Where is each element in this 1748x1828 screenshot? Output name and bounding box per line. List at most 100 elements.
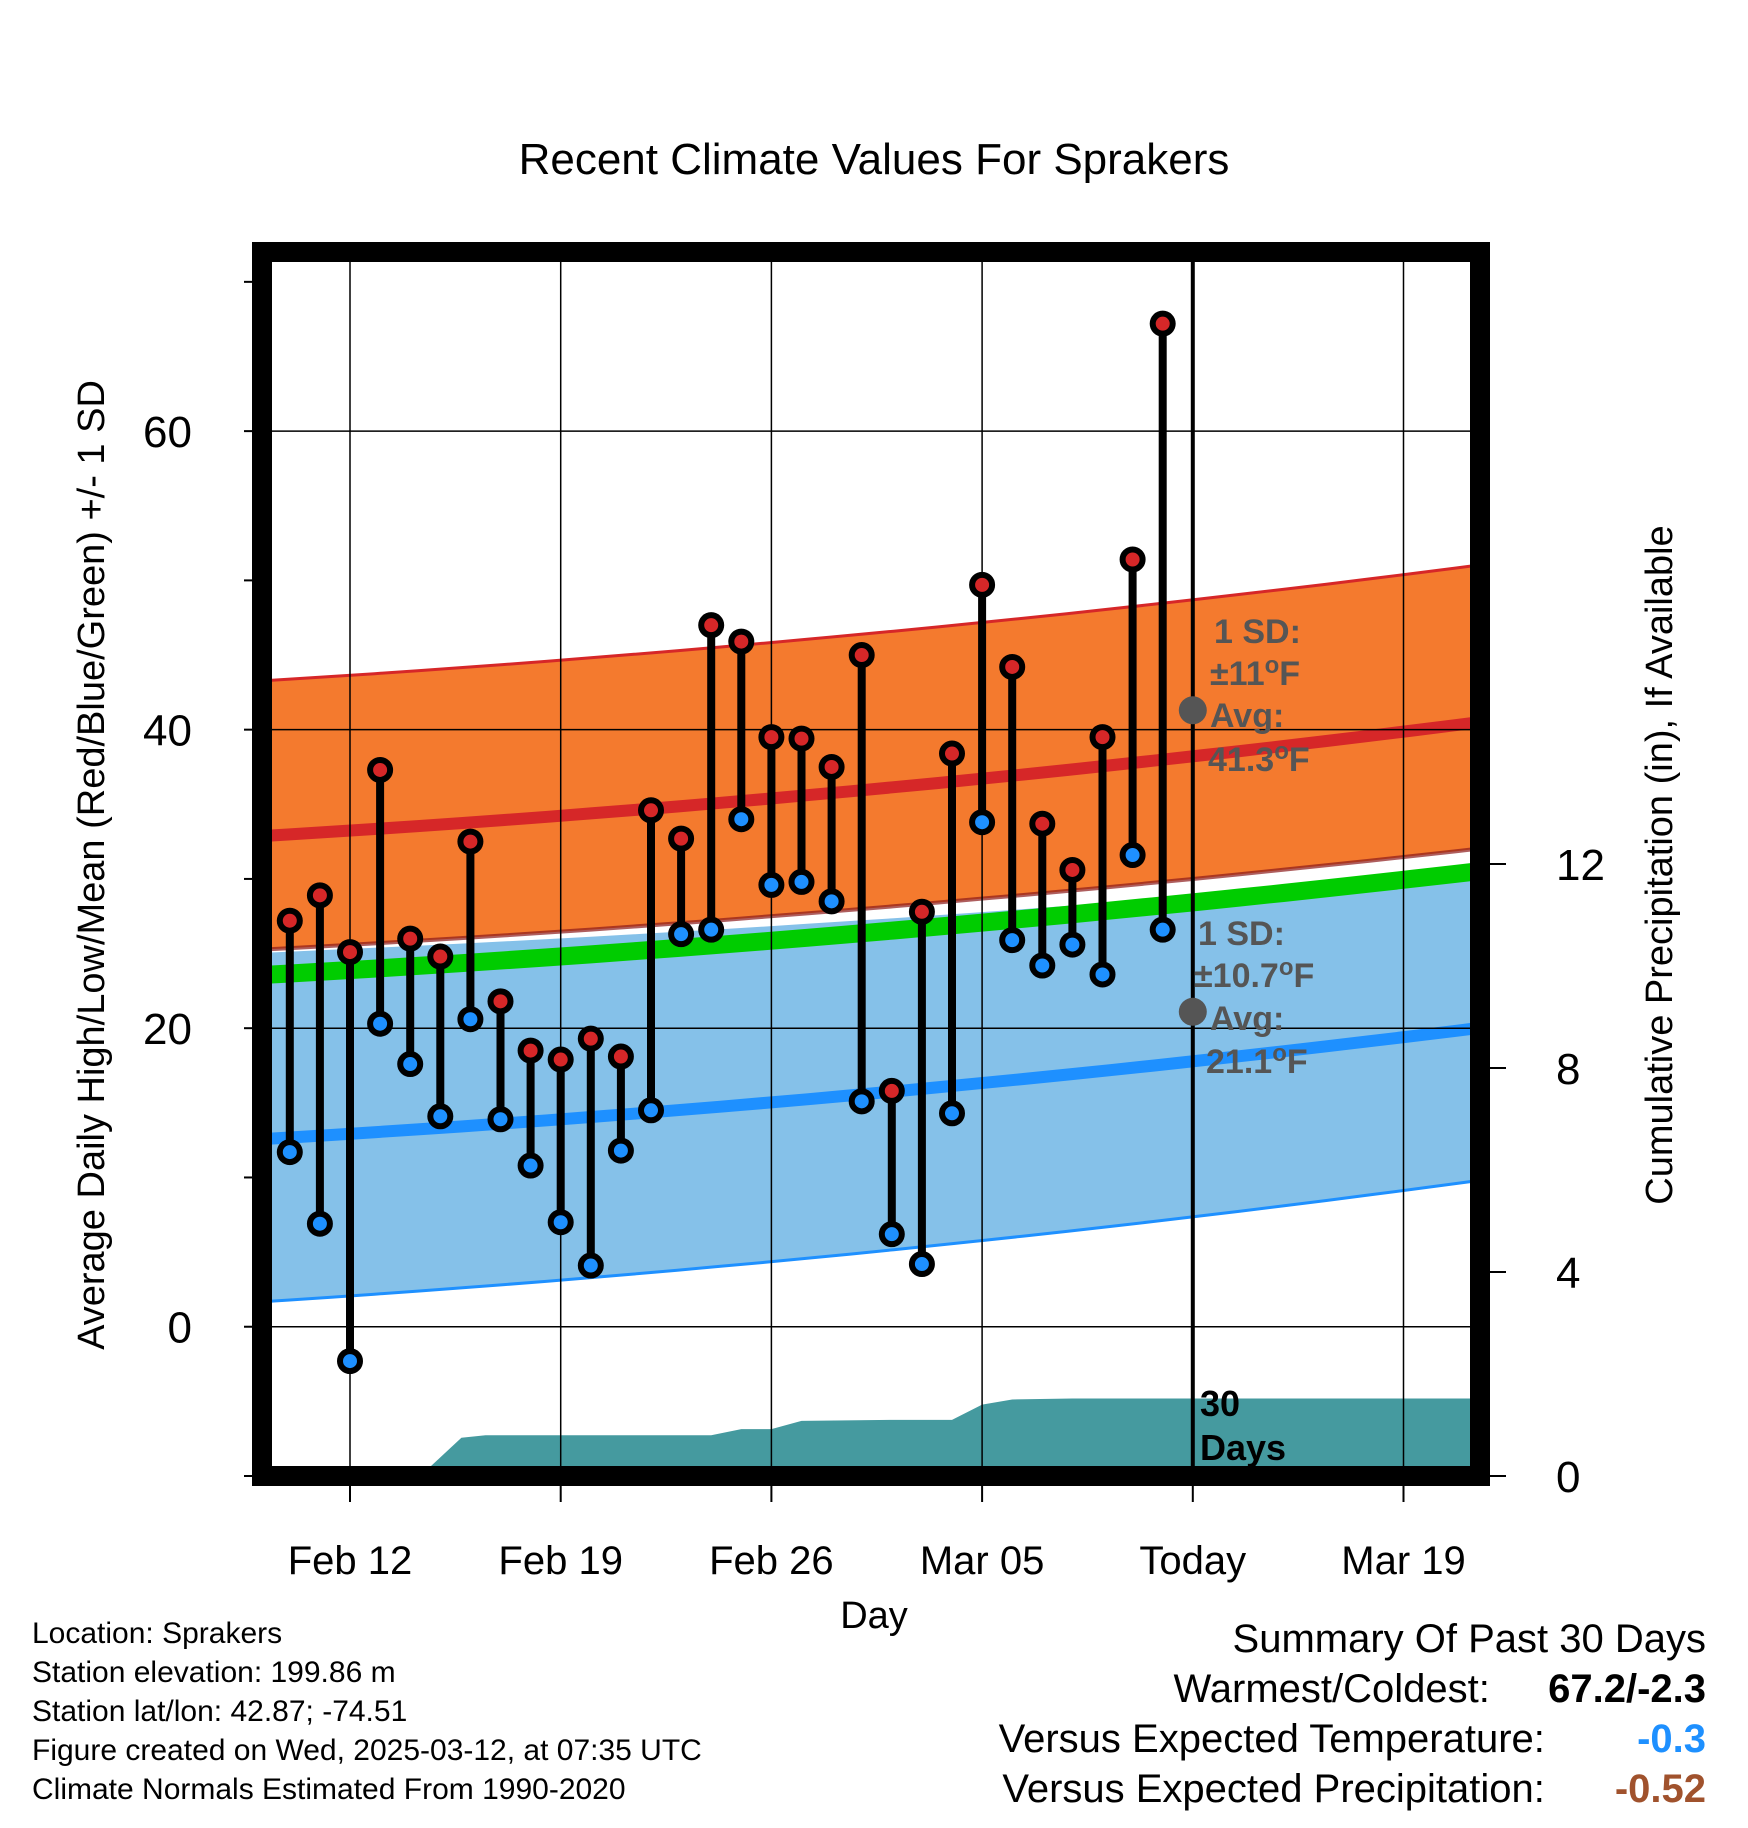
- summary-temp-row: Versus Expected Temperature: -0.3: [886, 1714, 1706, 1764]
- high-point: [728, 628, 755, 655]
- x-tick-label: Feb 12: [288, 1539, 413, 1583]
- temp-label: Versus Expected Temperature:: [998, 1717, 1545, 1761]
- plot-area: [262, 563, 1480, 1476]
- low-point: [1059, 931, 1086, 958]
- high-point: [908, 898, 935, 925]
- y2-tick-label: 8: [1556, 1045, 1580, 1094]
- chart-title: Recent Climate Values For Sprakers: [519, 135, 1230, 184]
- low-point: [397, 1051, 424, 1078]
- low-avg-label: Avg:: [1210, 1000, 1284, 1038]
- summary-warm-cold-row: Warmest/Coldest: 67.2/-2.3: [886, 1664, 1707, 1714]
- days-count-label: 30: [1200, 1383, 1240, 1424]
- high-point: [999, 653, 1026, 680]
- low-point: [908, 1251, 935, 1278]
- high-sd-value: ±11oF: [1210, 652, 1300, 693]
- created-text: Figure created on Wed, 2025-03-12, at 07…: [32, 1734, 702, 1767]
- y2-tick-label: 4: [1556, 1249, 1580, 1298]
- high-point: [487, 988, 514, 1015]
- y2-tick-label: 0: [1556, 1453, 1580, 1502]
- y-tick-label: 60: [143, 408, 192, 457]
- high-point: [788, 725, 815, 752]
- precip-area: [262, 1398, 1480, 1476]
- low-point: [547, 1209, 574, 1236]
- low-point: [668, 921, 695, 948]
- low-point: [758, 871, 785, 898]
- low-sd-label: 1 SD:: [1198, 915, 1285, 953]
- high-sd-upper-edge: [262, 563, 1480, 683]
- high-sd-label: 1 SD:: [1214, 613, 1301, 651]
- high-point: [758, 724, 785, 751]
- low-sd-lower-edge: [262, 1178, 1480, 1304]
- latlon-text: Station lat/lon: 42.87; -74.51: [32, 1695, 408, 1728]
- low-point: [999, 927, 1026, 954]
- mean-line: [262, 861, 1480, 985]
- high-point: [969, 571, 996, 598]
- high-point: [848, 642, 875, 669]
- y-tick-label: 0: [168, 1304, 192, 1353]
- high-point: [939, 740, 965, 767]
- y-tick-label: 20: [143, 1005, 192, 1054]
- high-point: [1029, 810, 1056, 837]
- plot-frame: [252, 242, 1490, 1486]
- precip-value: -0.52: [1614, 1767, 1706, 1811]
- high-point: [668, 825, 695, 852]
- low-point: [1029, 952, 1056, 979]
- high-point: [427, 943, 454, 970]
- high-point: [276, 907, 303, 934]
- y2-axis-label: Cumulative Precipitation (in), If Availa…: [1639, 525, 1681, 1204]
- low-avg-dot: [1178, 997, 1207, 1026]
- low-point: [848, 1088, 875, 1115]
- high-point: [1059, 856, 1086, 883]
- low-point: [878, 1221, 905, 1248]
- high-point: [1089, 724, 1116, 751]
- high-point: [878, 1077, 905, 1104]
- high-point: [457, 828, 484, 855]
- low-point: [337, 1348, 363, 1375]
- high-point: [397, 925, 424, 952]
- low-point: [1119, 842, 1146, 869]
- high-avg-dot: [1178, 696, 1207, 725]
- summary-precip-row: Versus Expected Precipitation: -0.52: [886, 1764, 1706, 1814]
- x-tick-label: Feb 26: [709, 1539, 834, 1583]
- low-sd-band: [262, 871, 1480, 1302]
- days-word-label: Days: [1200, 1427, 1286, 1468]
- high-point: [698, 612, 725, 639]
- x-tick-label: Mar 05: [920, 1539, 1045, 1583]
- low-point: [577, 1252, 604, 1279]
- temp-value: -0.3: [1637, 1717, 1706, 1761]
- station-info: Location: Sprakers Station elevation: 19…: [32, 1614, 702, 1809]
- high-point: [607, 1043, 634, 1070]
- high-point: [818, 753, 845, 780]
- high-sd-lower-edge: [262, 846, 1480, 952]
- x-tick-label: Mar 19: [1341, 1539, 1466, 1583]
- high-point: [1119, 546, 1146, 573]
- y2-tick-label: 12: [1556, 841, 1605, 890]
- high-point: [547, 1046, 574, 1073]
- normal-high-line: [262, 715, 1480, 843]
- normals-text: Climate Normals Estimated From 1990-2020: [32, 1773, 626, 1806]
- high-point: [638, 797, 664, 824]
- low-point: [427, 1103, 454, 1130]
- x-tick-label: Feb 19: [498, 1539, 623, 1583]
- low-point: [517, 1152, 544, 1179]
- low-point: [607, 1137, 634, 1164]
- high-point: [577, 1025, 604, 1052]
- low-point: [969, 809, 996, 836]
- low-point: [638, 1097, 664, 1124]
- high-point: [337, 939, 363, 966]
- low-point: [818, 888, 845, 915]
- low-sd-value: ±10.7oF: [1194, 954, 1314, 995]
- y-axis-label: Average Daily High/Low/Mean (Red/Blue/Gr…: [71, 380, 113, 1350]
- low-point: [698, 916, 725, 943]
- elevation-text: Station elevation: 199.86 m: [32, 1656, 396, 1689]
- x-axis-label: Day: [840, 1595, 908, 1637]
- low-point: [939, 1100, 965, 1127]
- high-avg-label: Avg:: [1210, 697, 1284, 735]
- high-point: [306, 882, 333, 909]
- high-point: [367, 756, 394, 783]
- low-avg-value: 21.1oF: [1206, 1040, 1308, 1081]
- summary-title: Summary Of Past 30 Days: [1232, 1617, 1706, 1661]
- low-point: [728, 806, 755, 833]
- y-tick-label: 40: [143, 707, 192, 756]
